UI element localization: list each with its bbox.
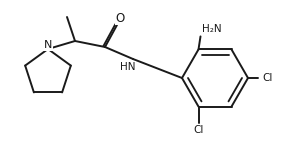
Text: H₂N: H₂N [202, 24, 221, 34]
Text: O: O [115, 11, 125, 24]
Text: N: N [44, 40, 52, 50]
Text: HN: HN [120, 62, 136, 72]
Text: Cl: Cl [193, 125, 204, 135]
Text: Cl: Cl [263, 73, 273, 83]
